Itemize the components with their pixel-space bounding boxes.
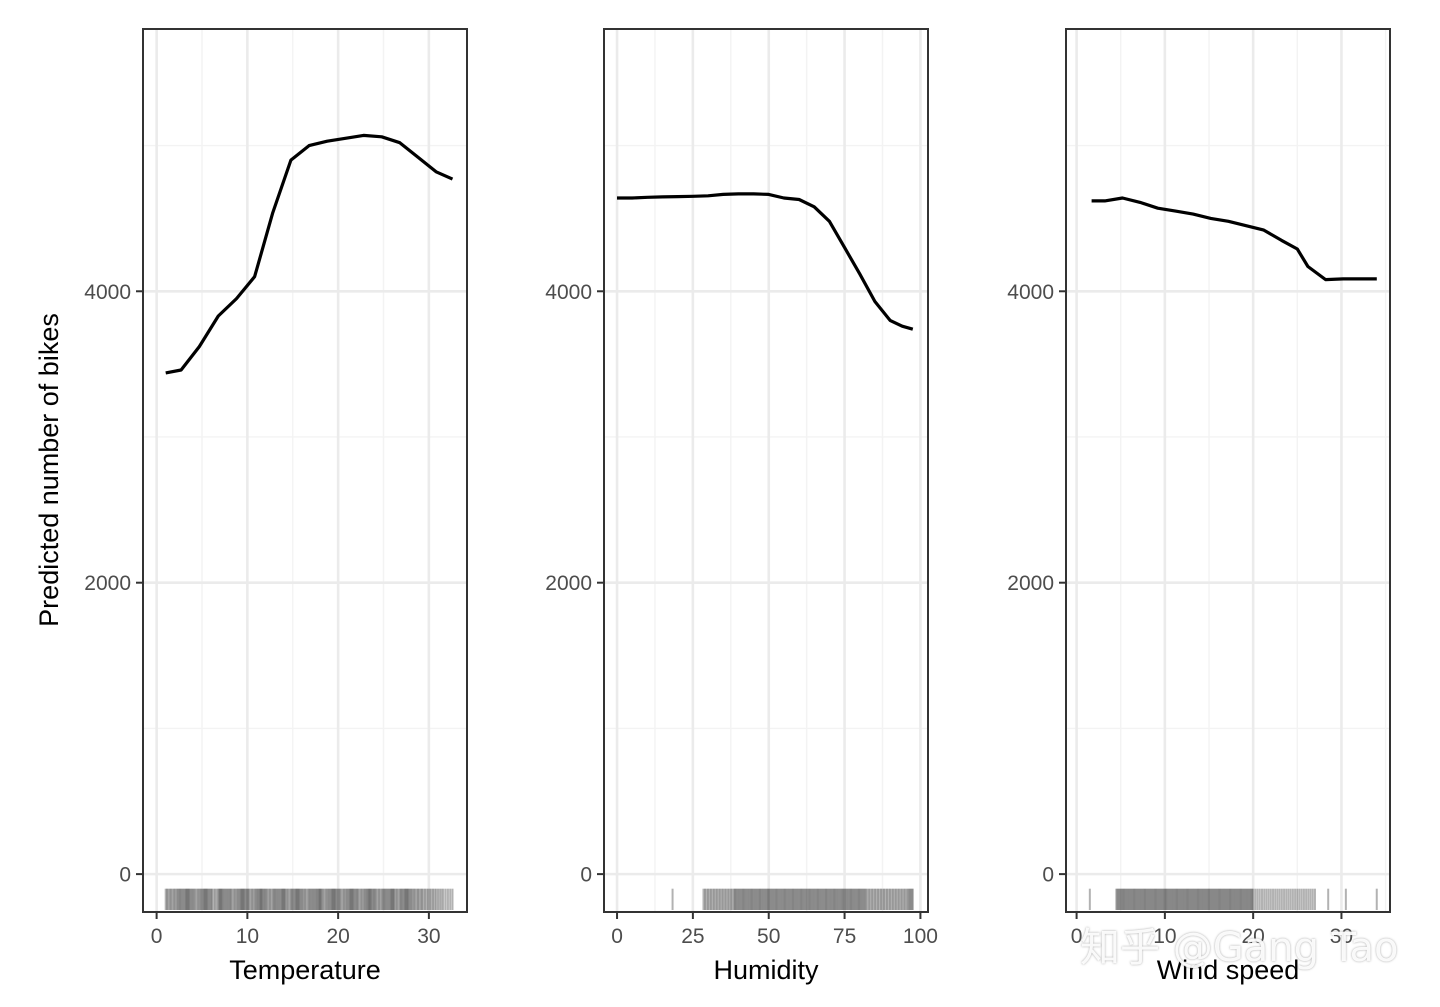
panel-border: [603, 28, 929, 913]
x-axis-title: Temperature: [229, 955, 381, 985]
y-tick-label: 2000: [545, 572, 592, 595]
y-tick-label: 4000: [1007, 281, 1054, 304]
prediction-line: [617, 192, 914, 331]
panel-border: [1065, 28, 1391, 913]
y-axis-title: Predicted number of bikes: [34, 313, 64, 627]
x-tick-label: 100: [903, 925, 938, 948]
x-tick-label: 20: [326, 925, 349, 948]
y-tick-label: 2000: [84, 572, 131, 595]
y-tick-label: 0: [119, 864, 131, 887]
x-tick-label: 0: [1071, 925, 1083, 948]
y-tick-label: 0: [1042, 864, 1054, 887]
prediction-line: [1091, 196, 1377, 282]
x-tick-label: 0: [151, 925, 163, 948]
x-tick-label: 75: [833, 925, 856, 948]
x-tick-label: 10: [236, 925, 259, 948]
panel-border: [142, 28, 468, 913]
y-tick-label: 0: [580, 864, 592, 887]
x-tick-label: 50: [757, 925, 780, 948]
x-tick-label: 0: [611, 925, 623, 948]
panel-2: 0 25 50 75 100 0 2000 4000 Humidity: [545, 28, 938, 985]
panel-1: 0 10 20 30 0 2000 4000 Temperature: [84, 28, 468, 985]
y-tick-label: 4000: [545, 281, 592, 304]
y-tick-label: 4000: [84, 281, 131, 304]
y-tick-label: 2000: [1007, 572, 1054, 595]
x-tick-label: 30: [1330, 925, 1353, 948]
prediction-line: [165, 133, 454, 375]
x-tick-label: 30: [417, 925, 440, 948]
x-tick-label: 10: [1153, 925, 1176, 948]
x-tick-label: 25: [681, 925, 704, 948]
x-axis-title: Wind speed: [1157, 955, 1300, 985]
x-tick-label: 20: [1241, 925, 1264, 948]
panel-3: 0 10 20 30 0 2000 4000 Wind speed: [1007, 28, 1391, 985]
x-axis-title: Humidity: [713, 955, 819, 985]
